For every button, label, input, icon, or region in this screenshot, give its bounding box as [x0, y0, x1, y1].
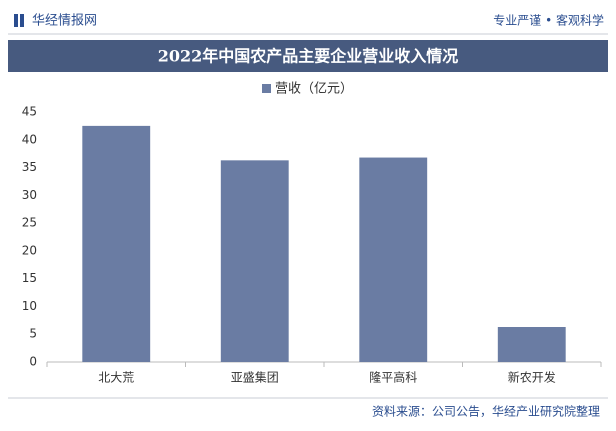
- bar: [497, 327, 566, 362]
- y-tick-label: 15: [22, 271, 37, 285]
- title-band: [8, 40, 608, 72]
- bar: [82, 125, 151, 362]
- y-tick-label: 25: [22, 216, 37, 230]
- y-tick-label: 5: [29, 327, 37, 341]
- bar: [359, 157, 428, 362]
- logo-icon: [20, 14, 24, 27]
- brand: 华经情报网: [32, 14, 97, 29]
- y-tick-label: 35: [22, 160, 37, 174]
- y-tick-label: 45: [22, 105, 37, 119]
- y-tick-label: 0: [29, 355, 37, 369]
- y-tick-label: 30: [22, 188, 37, 202]
- y-tick-label: 10: [22, 299, 37, 313]
- slogan: 专业严谨 • 客观科学: [493, 13, 604, 28]
- source: 资料来源：公司公告，华经产业研究院整理: [372, 404, 600, 419]
- x-tick-label: 北大荒: [98, 371, 134, 385]
- legend-swatch: [262, 84, 271, 93]
- x-tick-label: 亚盛集团: [231, 370, 279, 385]
- legend-label: 营收（亿元）: [275, 82, 353, 97]
- x-tick-label: 隆平高科: [369, 370, 417, 385]
- bar: [220, 160, 289, 362]
- y-tick-label: 40: [22, 132, 37, 146]
- chart-title: 2022年中国农产品主要企业营业收入情况: [158, 47, 459, 66]
- y-tick-label: 20: [22, 243, 37, 257]
- x-tick-label: 新农开发: [508, 370, 556, 385]
- logo-icon: [14, 14, 18, 27]
